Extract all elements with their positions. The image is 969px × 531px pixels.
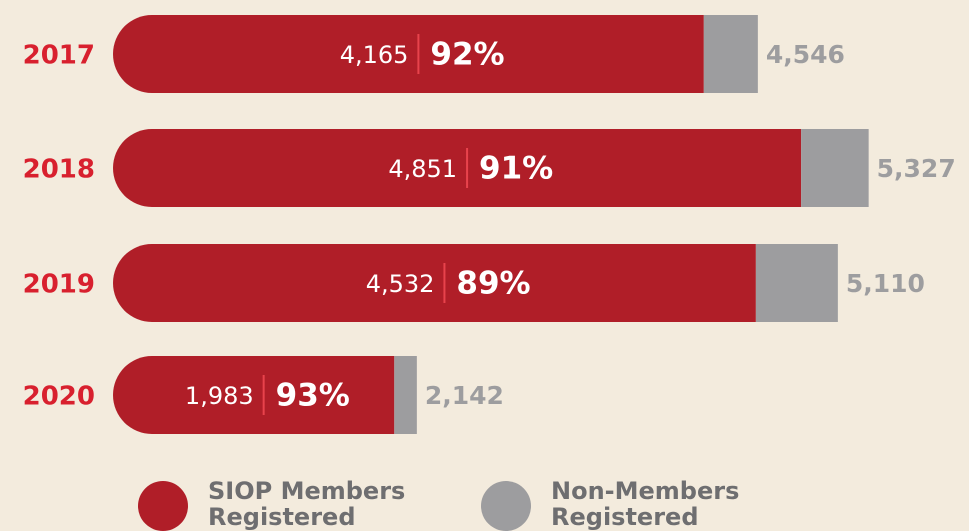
legend-label: SIOP Members Registered bbox=[208, 477, 406, 531]
y-tick-label: 2019 bbox=[23, 270, 95, 300]
percent-label: 92% bbox=[430, 37, 504, 73]
value-label: 4,165 bbox=[340, 41, 409, 69]
bar bbox=[113, 244, 756, 322]
bar bbox=[755, 244, 838, 322]
total-label: 2,142 bbox=[425, 381, 504, 410]
total-label: 4,546 bbox=[766, 40, 845, 69]
y-tick-label: 2020 bbox=[23, 382, 95, 412]
percent-label: 89% bbox=[456, 266, 530, 302]
bar bbox=[113, 129, 802, 207]
legend-swatch bbox=[138, 481, 188, 531]
bar bbox=[801, 129, 869, 207]
bar bbox=[394, 356, 417, 434]
y-tick-label: 2018 bbox=[23, 155, 95, 185]
legend-label: Non-Members Registered bbox=[551, 477, 740, 531]
value-label: 1,983 bbox=[185, 382, 254, 410]
value-label: 4,851 bbox=[388, 155, 457, 183]
total-label: 5,327 bbox=[877, 154, 956, 183]
legend-swatch bbox=[481, 481, 531, 531]
bar bbox=[113, 356, 395, 434]
percent-label: 93% bbox=[276, 378, 350, 414]
bar bbox=[703, 15, 758, 93]
total-label: 5,110 bbox=[846, 269, 925, 298]
bar bbox=[113, 15, 704, 93]
y-tick-label: 2017 bbox=[23, 41, 95, 71]
value-label: 4,532 bbox=[366, 270, 435, 298]
percent-label: 91% bbox=[479, 151, 553, 187]
